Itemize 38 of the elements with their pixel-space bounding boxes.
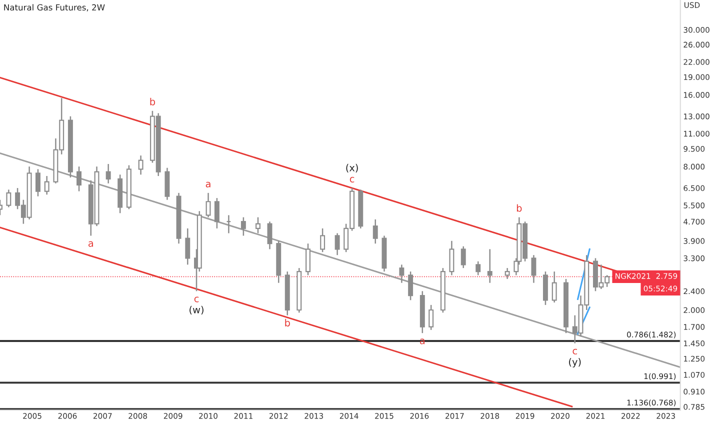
candlestick (44, 175, 50, 196)
annotation: c (350, 176, 354, 183)
candlestick (76, 166, 82, 192)
chart-title: Natural Gas Futures, 2W (4, 4, 105, 12)
candlestick (206, 192, 211, 218)
candlestick (428, 304, 434, 331)
annotation: b (285, 318, 290, 326)
candlestick (487, 248, 492, 284)
candlestick (256, 216, 260, 234)
annotation: c (194, 296, 199, 302)
annotation: b (150, 98, 156, 106)
candlestick (399, 264, 404, 284)
candlestick (476, 260, 481, 276)
annotation: a (206, 182, 210, 188)
candlestick (35, 168, 40, 197)
annotation: (w) (190, 306, 204, 315)
candlestick (531, 254, 536, 284)
candlestick (138, 154, 144, 176)
candlestick (214, 197, 220, 230)
annotation: (x) (346, 164, 358, 173)
candlestick (267, 220, 272, 250)
candlestick (6, 189, 12, 208)
candlestick (372, 218, 378, 244)
candlestick (552, 270, 557, 304)
candlestick (240, 216, 246, 236)
candlestick (106, 163, 111, 184)
candlestick (504, 267, 510, 280)
candlestick (334, 232, 340, 256)
annotation: c (572, 348, 577, 354)
annotation: b (516, 204, 522, 212)
candlestick (449, 240, 454, 276)
annotation: (y) (569, 358, 581, 368)
candlestick (185, 228, 190, 266)
candlestick (320, 228, 326, 253)
candlestick (408, 270, 414, 301)
annotation: a (88, 241, 93, 247)
candlestick (306, 242, 310, 276)
candlestick (460, 246, 466, 269)
